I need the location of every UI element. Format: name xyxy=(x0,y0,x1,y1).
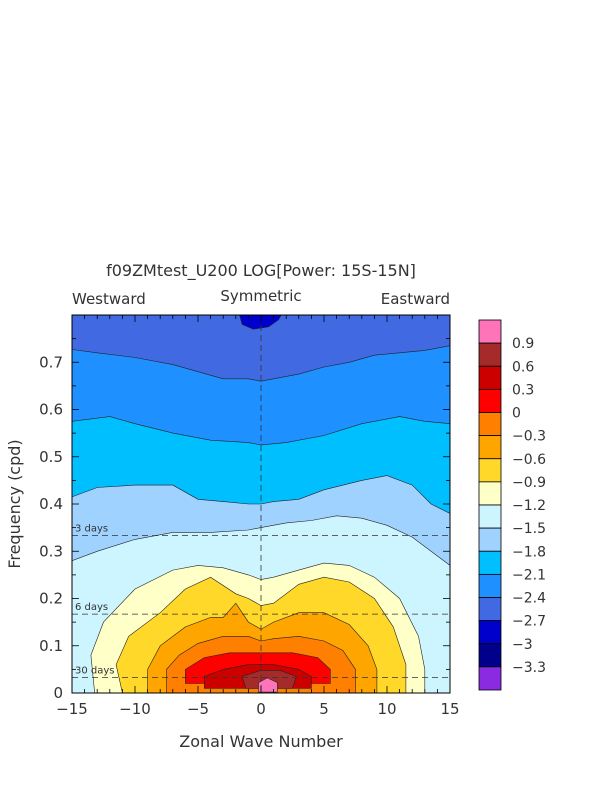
y-tick-label: 0.6 xyxy=(39,401,63,419)
colorbar-swatch xyxy=(478,412,502,437)
colorbar-swatch xyxy=(478,319,502,344)
y-tick-label: 0 xyxy=(53,684,63,702)
colorbar-swatch xyxy=(478,388,502,413)
colorbar-label: 0.6 xyxy=(512,359,534,375)
colorbar-swatch xyxy=(478,527,502,552)
colorbar-swatch xyxy=(478,550,502,575)
colorbar-swatch xyxy=(478,481,502,506)
subtitle-westward: Westward xyxy=(72,290,146,308)
colorbar-swatch xyxy=(478,620,502,645)
colorbar-swatch xyxy=(478,573,502,598)
y-axis-label: Frequency (cpd) xyxy=(5,439,24,568)
chart-title: f09ZMtest_U200 LOG[Power: 15S-15N] xyxy=(106,261,416,281)
colorbar-label: 0.9 xyxy=(512,336,534,352)
colorbar-label: −3 xyxy=(512,637,533,653)
x-tick-label: 10 xyxy=(377,700,396,718)
colorbar-swatch xyxy=(478,666,502,691)
colorbar-label: 0 xyxy=(512,406,521,422)
y-tick-label: 0.3 xyxy=(39,542,63,560)
x-tick-label: 0 xyxy=(256,700,266,718)
x-tick-label: 5 xyxy=(319,700,329,718)
contour-level-0p9 xyxy=(258,677,278,693)
y-tick-label: 0.2 xyxy=(39,590,63,608)
colorbar-swatch xyxy=(478,435,502,460)
contour-level--3 xyxy=(239,315,282,330)
colorbar-swatch xyxy=(478,643,502,668)
colorbar-label: −2.1 xyxy=(512,567,546,583)
colorbar-swatch xyxy=(478,504,502,529)
colorbar-label: −1.5 xyxy=(512,521,546,537)
colorbar-label: −2.7 xyxy=(512,614,546,630)
chart-overlay: 3 days 6 days 30 days xyxy=(72,315,450,693)
y-tick-label: 0.4 xyxy=(39,495,63,513)
colorbar-label: −0.6 xyxy=(512,452,546,468)
colorbar-label: −0.9 xyxy=(512,475,546,491)
colorbar-label: −0.3 xyxy=(512,429,546,445)
colorbar-label: −2.4 xyxy=(512,591,546,607)
period-label: 3 days xyxy=(75,524,108,535)
colorbar-swatch xyxy=(478,365,502,390)
x-tick-label: −10 xyxy=(119,700,151,718)
colorbar-label: −3.3 xyxy=(512,660,546,676)
x-tick-label: 15 xyxy=(440,700,459,718)
x-tick-label: −15 xyxy=(56,700,88,718)
colorbar-label: 0.3 xyxy=(512,382,534,398)
y-tick-label: 0.5 xyxy=(39,448,63,466)
colorbar-swatch xyxy=(478,342,502,367)
subtitle-symmetric: Symmetric xyxy=(220,287,301,305)
colorbar-swatch xyxy=(478,597,502,622)
y-tick-label: 0.1 xyxy=(39,637,63,655)
colorbar-swatch xyxy=(478,458,502,483)
colorbar-label: −1.8 xyxy=(512,544,546,560)
period-label: 6 days xyxy=(75,602,108,613)
chart-axes: −15 −10 −5 0 5 10 15 0 0.1 0.2 0.3 0.4 0.5 0.6 0.7 xyxy=(39,314,460,718)
period-label: 30 days xyxy=(75,665,115,676)
colorbar: 0.9 0.6 0.3 0 −0.3 −0.6 −0.9 −1.2 −1.5 −1.8 −2.1 −2… xyxy=(478,319,546,691)
y-tick-label: 0.7 xyxy=(39,353,63,371)
colorbar-label: −1.2 xyxy=(512,498,546,514)
subtitle-eastward: Eastward xyxy=(381,290,450,308)
x-axis-label: Zonal Wave Number xyxy=(179,732,343,751)
x-tick-label: −5 xyxy=(187,700,209,718)
